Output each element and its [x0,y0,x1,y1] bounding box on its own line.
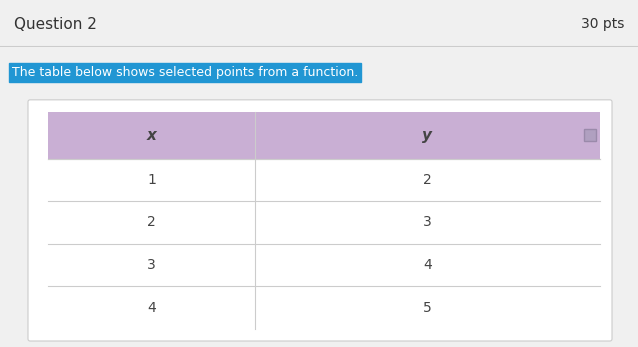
Text: 4: 4 [423,258,432,272]
Text: x: x [147,128,156,143]
Text: 3: 3 [423,215,432,229]
Text: 3: 3 [147,258,156,272]
Bar [584,129,596,141]
Text: 30 pts: 30 pts [581,17,624,31]
Text: Question 2: Question 2 [14,17,97,32]
Text: y: y [422,128,433,143]
Text: The table below shows selected points from a function.: The table below shows selected points fr… [12,66,359,79]
Text: 5: 5 [423,301,432,315]
Text: 1: 1 [147,173,156,187]
Text: 4: 4 [147,301,156,315]
Text: 2: 2 [147,215,156,229]
FancyBboxPatch shape [28,100,612,341]
Bar [48,112,600,159]
Text: 2: 2 [423,173,432,187]
